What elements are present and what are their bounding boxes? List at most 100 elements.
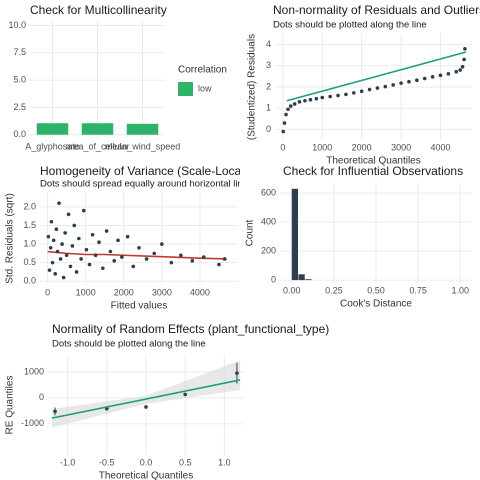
y-tick-label: 2 bbox=[266, 81, 271, 91]
histogram-bar bbox=[291, 188, 299, 281]
x-tick-label: 3000 bbox=[152, 287, 172, 297]
point bbox=[463, 47, 467, 51]
point bbox=[131, 264, 136, 269]
y-tick-label: 0 bbox=[271, 274, 276, 284]
panel-title: Normality of Random Effects (plant_funct… bbox=[52, 322, 329, 336]
point bbox=[201, 255, 206, 259]
x-tick-label: 1000 bbox=[312, 142, 332, 152]
point bbox=[359, 89, 364, 94]
panel: Check for Influential Observations 0 200 40… bbox=[245, 164, 472, 310]
reference-line bbox=[47, 250, 227, 260]
point bbox=[454, 69, 459, 74]
point bbox=[101, 266, 105, 271]
bar bbox=[81, 123, 114, 135]
point bbox=[116, 238, 120, 243]
point bbox=[49, 219, 54, 224]
point bbox=[93, 253, 98, 258]
y-axis-label: RE Quantiles bbox=[5, 376, 16, 435]
panel: Normality of Random Effects (plant_funct… bbox=[5, 322, 330, 480]
x-tick-label: -0.5 bbox=[99, 457, 115, 467]
y-tick-label: 1000 bbox=[24, 366, 44, 376]
x-tick-label: area_of_cellular bbox=[65, 141, 129, 151]
panel: Homogeneity of Variance (Scale-Location)… bbox=[5, 164, 265, 311]
y-tick-label: 2.0 bbox=[23, 201, 36, 211]
x-tick-label: 2000 bbox=[352, 142, 372, 152]
point bbox=[51, 238, 56, 243]
point bbox=[57, 201, 61, 205]
panel: Non-normality of Residuals and Outliers D… bbox=[247, 3, 480, 166]
bar bbox=[36, 123, 69, 135]
x-tick-label: 0.5 bbox=[179, 457, 192, 467]
point bbox=[144, 405, 148, 409]
point bbox=[375, 86, 380, 90]
reference-line bbox=[286, 51, 467, 102]
point bbox=[367, 87, 372, 92]
point bbox=[292, 102, 297, 106]
point bbox=[50, 260, 55, 265]
point bbox=[286, 107, 290, 112]
point bbox=[104, 229, 109, 233]
point bbox=[81, 208, 86, 213]
point bbox=[430, 75, 435, 79]
point bbox=[46, 234, 51, 239]
point bbox=[458, 68, 462, 72]
panel-subtitle: Dots should be plotted along the line bbox=[273, 20, 427, 31]
point bbox=[108, 249, 113, 254]
point bbox=[383, 84, 388, 89]
point bbox=[344, 92, 348, 97]
point bbox=[90, 232, 95, 237]
point bbox=[60, 242, 64, 246]
point bbox=[137, 246, 141, 250]
point bbox=[144, 257, 149, 261]
y-tick-label: 3 bbox=[266, 60, 271, 70]
x-tick-label: mean_wind_speed bbox=[105, 141, 181, 151]
y-tick-label: 200 bbox=[261, 245, 276, 255]
y-axis-label: Count bbox=[245, 219, 256, 246]
x-tick-label: A_glyphosate bbox=[25, 141, 80, 151]
y-tick-label: 600 bbox=[261, 188, 276, 198]
point bbox=[64, 253, 69, 258]
point bbox=[54, 227, 59, 231]
point bbox=[160, 242, 164, 246]
point bbox=[446, 72, 451, 76]
point bbox=[79, 257, 83, 261]
point bbox=[70, 244, 75, 248]
panel-title: Non-normality of Residuals and Outliers bbox=[273, 3, 480, 17]
y-tick-label: 10.0 bbox=[8, 20, 26, 30]
y-tick-label: 0.5 bbox=[23, 257, 36, 267]
point bbox=[77, 236, 81, 241]
point bbox=[328, 94, 332, 99]
point bbox=[66, 212, 71, 217]
point bbox=[407, 79, 411, 84]
y-tick-label: 0 bbox=[266, 124, 271, 134]
point bbox=[217, 262, 221, 267]
point bbox=[87, 262, 92, 267]
point bbox=[53, 272, 58, 276]
point bbox=[282, 121, 287, 125]
y-tick-label: 2.5 bbox=[13, 102, 26, 112]
y-tick-label: 4 bbox=[266, 39, 271, 49]
y-tick-label: 5.0 bbox=[13, 74, 26, 84]
x-tick-label: 0.25 bbox=[325, 285, 343, 295]
legend-label: low bbox=[198, 83, 212, 93]
panel-title: Homogeneity of Variance (Scale-Location) bbox=[40, 164, 265, 178]
point bbox=[308, 97, 313, 102]
histogram-bar bbox=[305, 279, 312, 281]
point bbox=[61, 275, 66, 280]
histogram-bar bbox=[298, 274, 305, 281]
point bbox=[74, 270, 79, 274]
point bbox=[179, 253, 183, 258]
x-tick-label: 0.75 bbox=[409, 285, 427, 295]
x-tick-label: 1.00 bbox=[451, 285, 469, 295]
point bbox=[47, 268, 52, 272]
y-tick-label: 1 bbox=[266, 103, 271, 113]
legend-title: Correlation bbox=[178, 65, 227, 76]
legend-key bbox=[178, 82, 193, 96]
point bbox=[183, 392, 187, 397]
point bbox=[58, 257, 63, 261]
point bbox=[352, 91, 356, 95]
x-tick-label: 4000 bbox=[430, 142, 450, 152]
bar bbox=[126, 123, 159, 135]
point bbox=[297, 100, 302, 104]
x-tick-label: 1.0 bbox=[218, 457, 231, 467]
